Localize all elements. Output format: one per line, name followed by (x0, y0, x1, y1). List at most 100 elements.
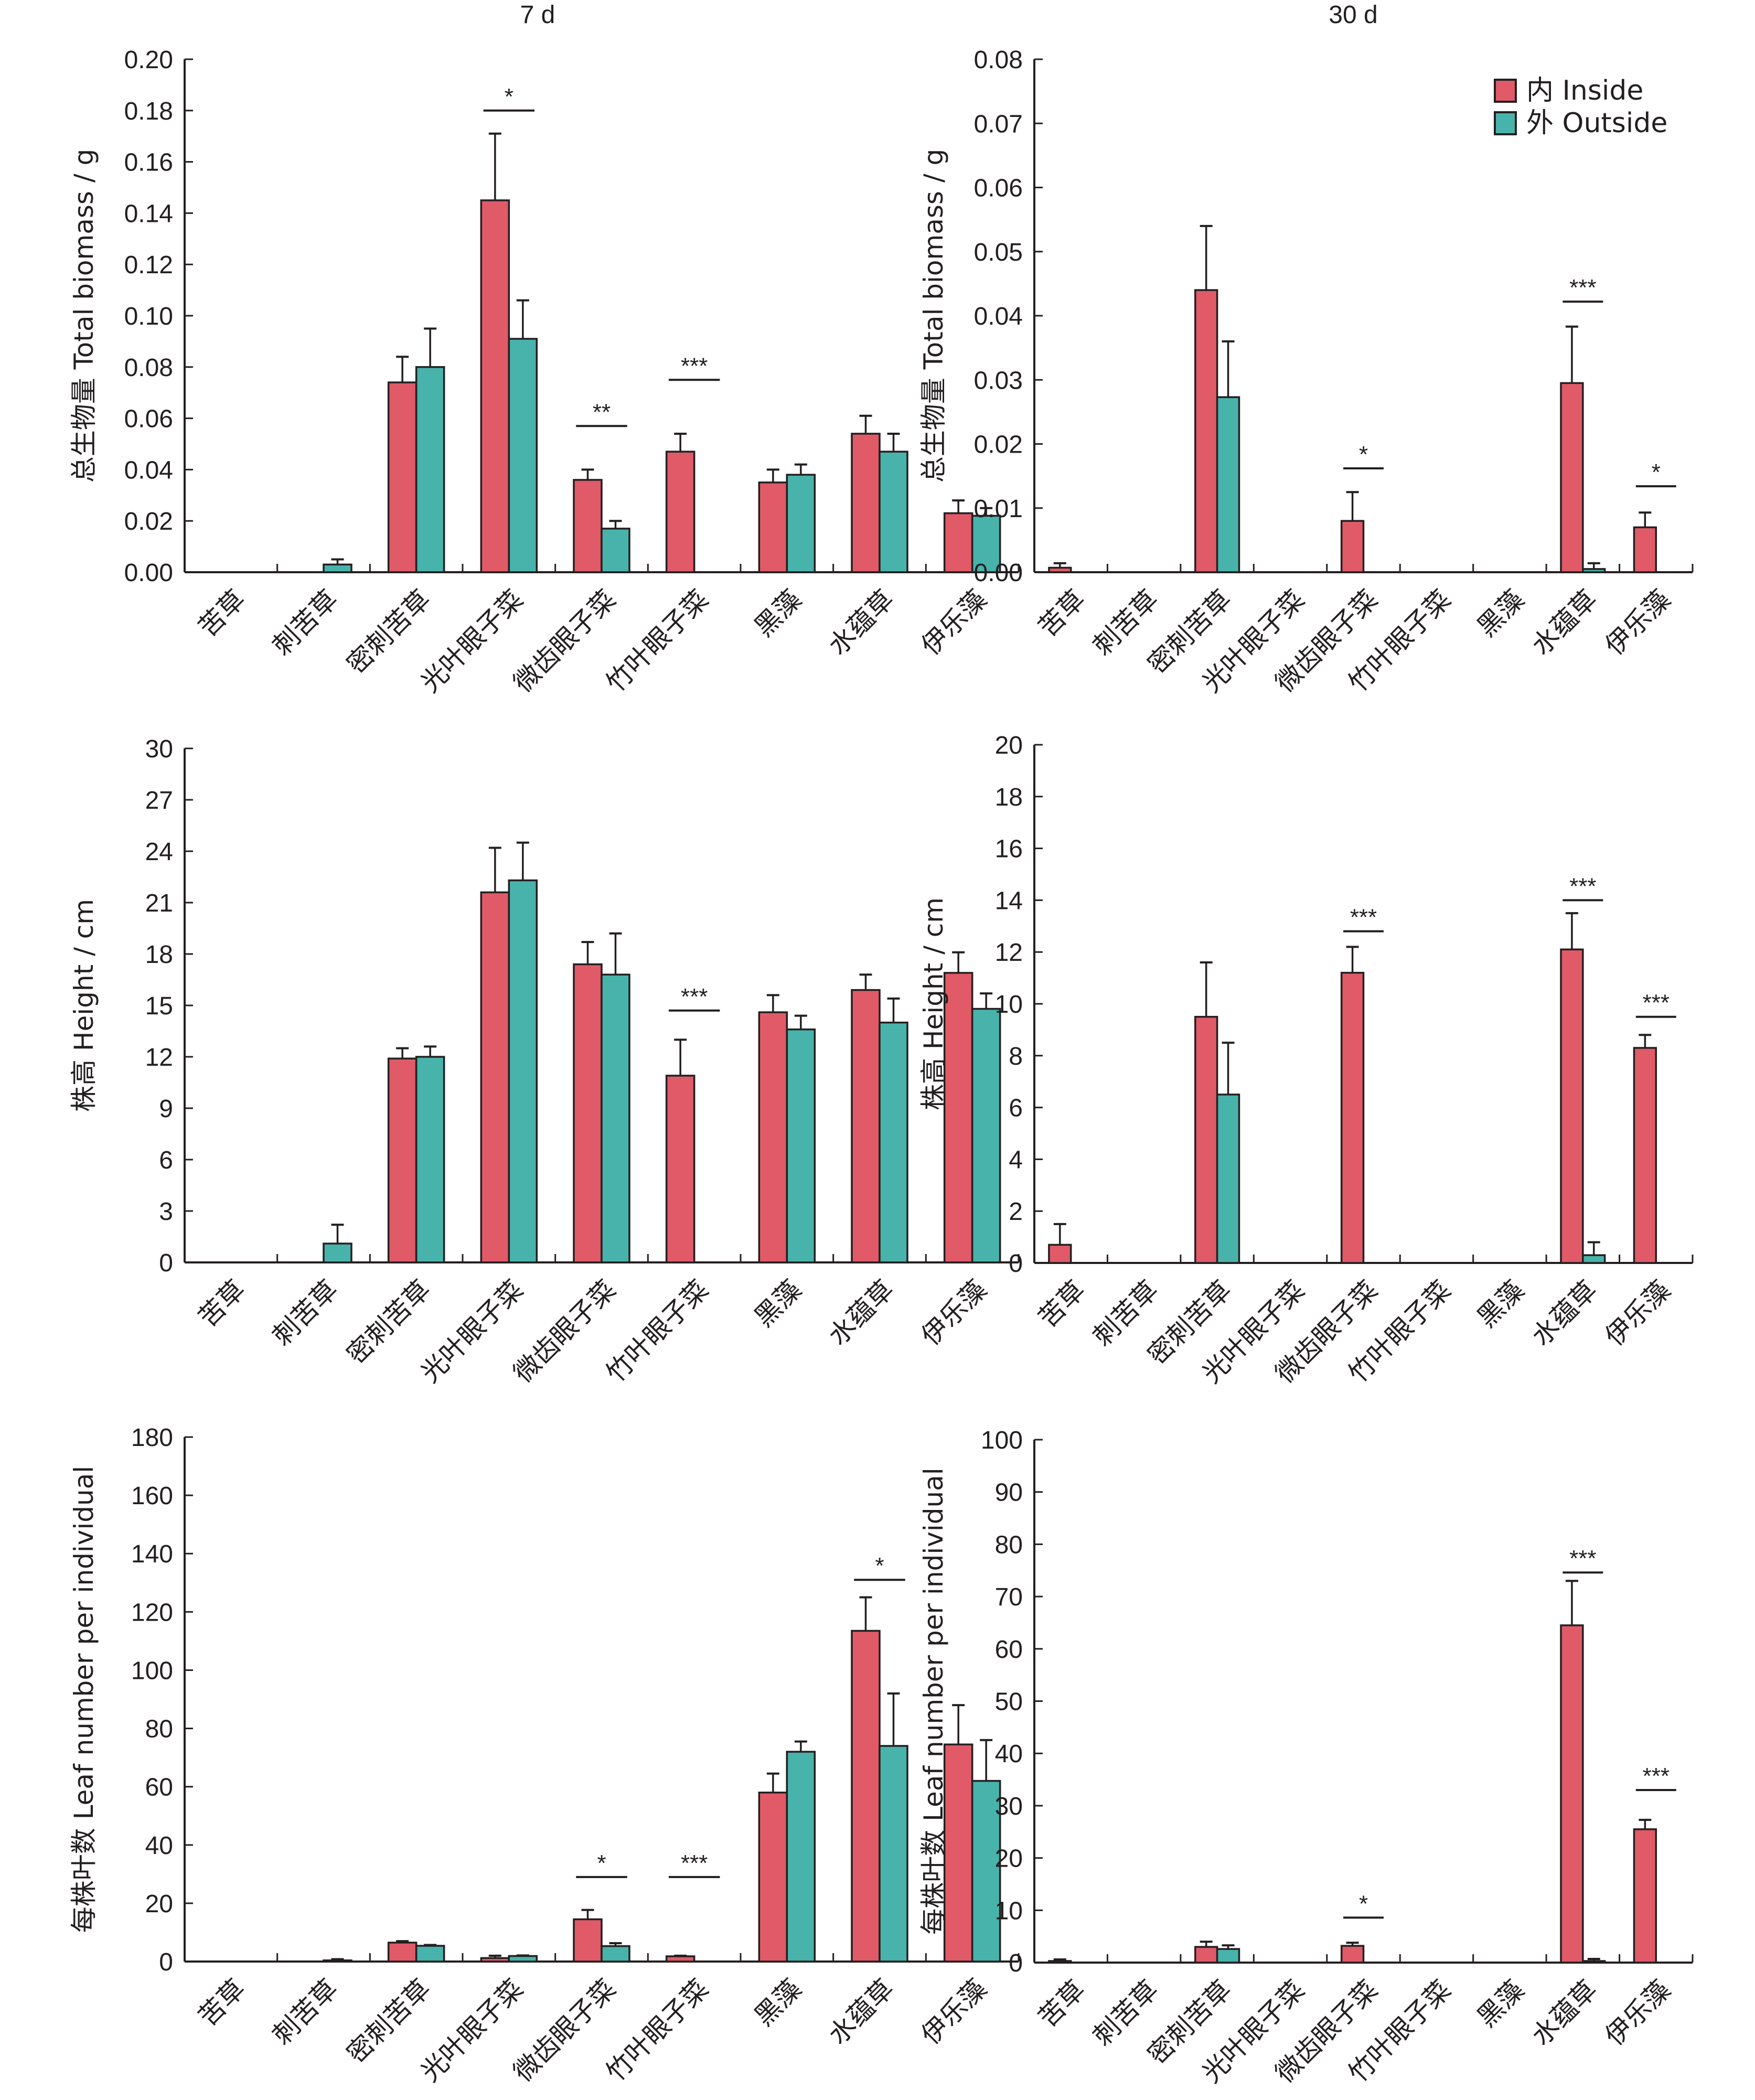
y-tick-label: 0.06 (124, 405, 173, 433)
bar-inside-8 (1633, 1828, 1657, 1964)
y-tick-label: 0.12 (124, 251, 173, 279)
bar-inside-2 (387, 381, 418, 573)
y-tick-label: 40 (995, 1740, 1023, 1768)
y-tick-label: 0.14 (124, 200, 173, 228)
y-tick-label: 0.16 (124, 149, 173, 177)
bar-inside-0 (1048, 566, 1072, 573)
y-tick-label: 0.07 (974, 110, 1023, 138)
x-category-label: 黑藻 (748, 584, 807, 642)
x-category-label: 水蕴草 (1526, 1974, 1603, 2051)
y-tick-label: 0.18 (124, 98, 173, 125)
bar-outside-2 (415, 1056, 445, 1263)
y-tick-label: 27 (145, 787, 173, 815)
significance-label: * (597, 1850, 606, 1876)
x-category-label: 苦草 (1032, 1974, 1091, 2033)
x-category-label: 黑藻 (1471, 584, 1530, 642)
y-tick-label: 0.02 (974, 431, 1023, 459)
x-category-label: 密刺苦草 (341, 1274, 436, 1369)
bar-outside-3 (508, 879, 538, 1263)
bar-inside-0 (1048, 1244, 1072, 1264)
bar-outside-8 (971, 1008, 1001, 1263)
bar-outside-8 (971, 515, 1001, 573)
bar-inside-7 (1560, 382, 1584, 573)
bar-inside-3 (480, 199, 510, 573)
y-tick-label: 21 (145, 890, 173, 917)
x-category-label: 刺苦草 (266, 1274, 344, 1351)
x-category-label: 伊乐藻 (915, 1973, 992, 2050)
y-tick-label: 20 (995, 1845, 1023, 1873)
significance-label: *** (1569, 1546, 1596, 1571)
y-tick-label: 30 (145, 735, 173, 763)
x-category-label: 水蕴草 (822, 1973, 900, 2050)
y-tick-label: 30 (995, 1793, 1023, 1820)
bar-outside-1 (323, 1959, 352, 1963)
significance-label: *** (681, 984, 708, 1010)
bar-outside-1 (323, 1242, 352, 1263)
x-category-label: 伊乐藻 (915, 584, 992, 661)
y-tick-label: 90 (995, 1479, 1023, 1507)
significance-label: ** (593, 399, 611, 425)
y-tick-label: 140 (131, 1540, 173, 1568)
x-category-label: 刺苦草 (266, 584, 344, 661)
bar-outside-2 (1216, 1094, 1240, 1264)
y-tick-label: 180 (131, 1424, 173, 1452)
x-category-label: 密刺苦草 (341, 584, 436, 679)
y-tick-label: 8 (1009, 1043, 1023, 1070)
y-tick-label: 0.00 (124, 559, 173, 587)
bar-inside-8 (943, 512, 973, 573)
bar-inside-2 (387, 1942, 418, 1963)
bar-outside-4 (601, 1945, 630, 1963)
bar-outside-7 (879, 1021, 908, 1263)
y-tick-label: 50 (995, 1688, 1023, 1716)
bar-inside-4 (1340, 520, 1365, 573)
bar-inside-2 (1194, 289, 1218, 573)
significance-label: *** (1643, 990, 1670, 1016)
y-tick-label: 6 (1009, 1095, 1023, 1122)
chart-leaf-30d: 0 10 20 30 40 50 60 70 80 90 100 每株叶数 Leaf number p… (918, 1427, 1694, 2088)
y-tick-label: 18 (145, 941, 173, 969)
legend-label-inside: 内 Inside (1526, 75, 1643, 106)
bar-outside-4 (601, 528, 630, 573)
x-category-label: 伊乐藻 (915, 1274, 992, 1351)
y-tick-label: 0 (1009, 1250, 1023, 1278)
y-tick-label: 80 (995, 1531, 1023, 1559)
y-tick-label: 40 (145, 1832, 173, 1860)
y-axis-label: 株高 Height / cm (69, 899, 99, 1112)
bar-inside-4 (1340, 1945, 1365, 1964)
legend-swatch-inside (1494, 79, 1517, 103)
y-tick-label: 12 (995, 939, 1023, 967)
bar-inside-8 (1633, 1047, 1657, 1264)
bar-inside-4 (573, 479, 603, 573)
y-tick-label: 0 (1009, 1949, 1023, 1977)
x-category-label: 密刺苦草 (341, 1973, 436, 2069)
bar-outside-3 (508, 1955, 538, 1963)
bar-outside-2 (1216, 1948, 1240, 1964)
y-tick-label: 10 (995, 1897, 1023, 1925)
y-tick-label: 10 (995, 991, 1023, 1019)
bar-inside-6 (758, 1011, 788, 1263)
y-tick-label: 60 (995, 1636, 1023, 1664)
y-axis-label: 每株叶数 Leaf number per individual (69, 1466, 99, 1933)
y-tick-label: 60 (145, 1774, 173, 1802)
y-tick-label: 20 (145, 1890, 173, 1918)
bar-outside-2 (1216, 396, 1240, 573)
y-tick-label: 24 (145, 838, 173, 866)
y-tick-label: 0 (159, 1948, 173, 1976)
bar-outside-7 (879, 1745, 908, 1963)
bar-outside-7 (879, 451, 908, 573)
y-tick-label: 100 (981, 1427, 1023, 1454)
y-tick-label: 100 (131, 1657, 173, 1685)
bar-inside-5 (665, 1955, 695, 1963)
bar-outside-4 (601, 973, 630, 1263)
y-tick-label: 120 (131, 1599, 173, 1626)
y-tick-label: 15 (145, 992, 173, 1020)
y-tick-label: 0.10 (124, 303, 173, 330)
y-tick-label: 3 (159, 1198, 173, 1226)
y-tick-label: 4 (1009, 1146, 1023, 1174)
bar-inside-0 (1048, 1960, 1072, 1964)
y-tick-label: 12 (145, 1044, 173, 1072)
y-tick-label: 0.08 (974, 46, 1023, 74)
